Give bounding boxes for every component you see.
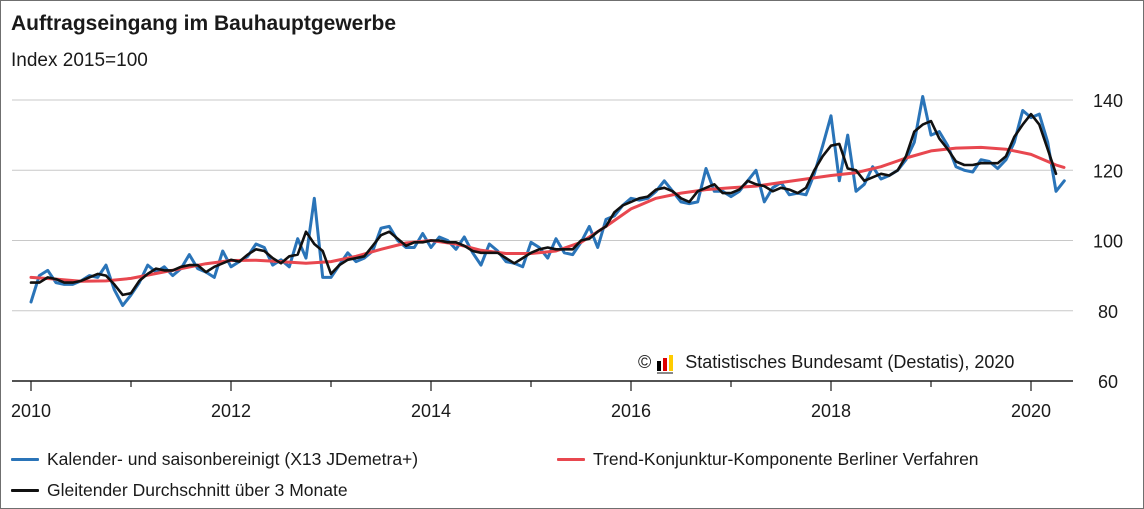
legend-swatch-black	[11, 489, 39, 492]
series-line-seasonally-adjusted	[29, 95, 1066, 307]
copyright-notice: © Statistisches Bundesamt (Destatis), 20…	[638, 352, 1015, 374]
x-tick-label: 2014	[411, 401, 451, 421]
legend-item-moving-average: Gleitender Durchschnitt über 3 Monate	[11, 480, 348, 501]
y-tick-labels: 60 80 100 120 140	[1093, 91, 1123, 392]
copyright-text: Statistisches Bundesamt (Destatis), 2020	[685, 352, 1015, 372]
gridlines	[12, 99, 1073, 312]
legend-label-seasonal: Kalender- und saisonbereinigt (X13 JDeme…	[47, 449, 419, 469]
series-lines	[29, 95, 1066, 307]
x-axis: 2010 2012 2014 2016 2018 2020	[11, 380, 1073, 421]
series-line-moving-average	[29, 112, 1058, 297]
x-tick-label: 2016	[611, 401, 651, 421]
x-tick-label: 2020	[1011, 401, 1051, 421]
y-tick-label: 120	[1093, 161, 1123, 181]
legend-label-trend: Trend-Konjunktur-Komponente Berliner Ver…	[593, 449, 979, 469]
x-tick-label: 2010	[11, 401, 51, 421]
legend-item-trend: Trend-Konjunktur-Komponente Berliner Ver…	[557, 449, 979, 470]
y-tick-label: 80	[1098, 302, 1118, 322]
y-tick-label: 60	[1098, 372, 1118, 392]
chart-title: Auftragseingang im Bauhauptgewerbe	[11, 12, 397, 35]
legend-swatch-blue	[11, 458, 39, 461]
x-tick-label: 2012	[211, 401, 251, 421]
copyright-symbol: ©	[638, 352, 652, 372]
legend-swatch-red	[557, 458, 585, 461]
y-tick-label: 100	[1093, 232, 1123, 252]
y-tick-label: 140	[1093, 91, 1123, 111]
destatis-logo-icon	[657, 354, 677, 374]
legend-item-seasonal: Kalender- und saisonbereinigt (X13 JDeme…	[11, 449, 418, 470]
x-tick-label: 2018	[811, 401, 851, 421]
chart-subtitle: Index 2015=100	[11, 50, 148, 71]
legend-label-moving-average: Gleitender Durchschnitt über 3 Monate	[47, 480, 348, 500]
